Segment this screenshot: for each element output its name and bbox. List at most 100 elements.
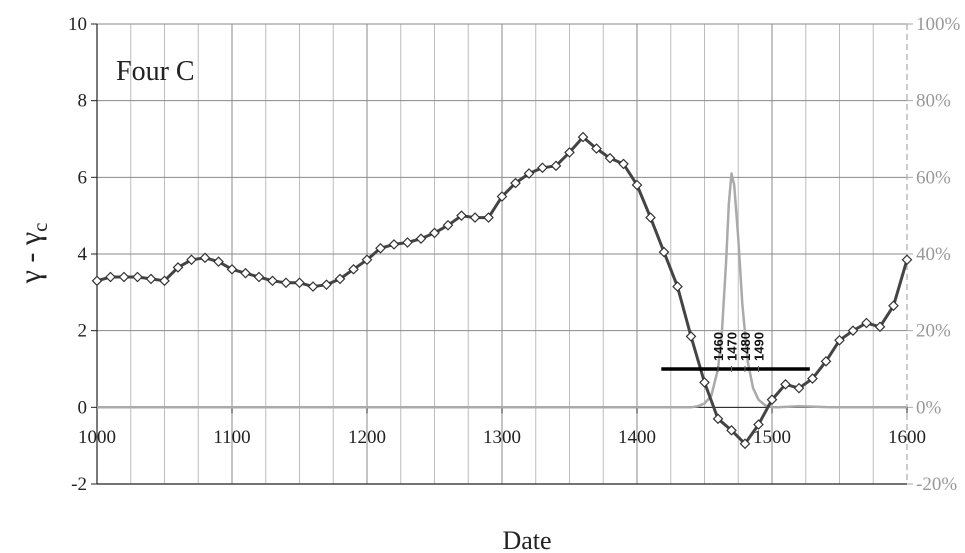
data-point — [91, 275, 103, 287]
y-tick-label: 2 — [78, 321, 88, 342]
data-point — [496, 191, 508, 202]
data-point — [604, 152, 616, 164]
data-point — [105, 271, 116, 283]
data-point — [618, 158, 629, 170]
x-axis-label: Date — [502, 526, 551, 553]
y-axis-label: γ - γc — [14, 223, 52, 285]
data-point — [213, 256, 224, 268]
x-tick-label: 1200 — [348, 427, 386, 448]
y2-tick-label: 100% — [916, 14, 961, 35]
data-point — [658, 246, 670, 258]
date-bar-label: 1480 — [738, 332, 753, 361]
data-point — [739, 438, 751, 450]
data-point — [834, 334, 845, 346]
data-point — [591, 143, 602, 154]
data-point — [672, 281, 683, 292]
y-tick-label: 4 — [78, 244, 88, 265]
data-point — [793, 382, 805, 394]
data-point — [145, 273, 157, 285]
data-point — [375, 242, 386, 254]
data-point — [766, 394, 778, 406]
data-point — [267, 275, 278, 287]
data-point — [132, 271, 143, 283]
data-point — [888, 300, 899, 312]
x-tick-label: 1100 — [213, 427, 250, 448]
data-point — [564, 147, 575, 158]
x-axis-ticks: 1000 1100 1200 1300 1400 1500 1600 — [78, 407, 926, 448]
left-axis-ticks: -2 0 2 4 6 8 10 — [68, 14, 97, 495]
data-point — [874, 321, 886, 333]
y2-tick-label: -20% — [916, 474, 957, 495]
x-tick-label: 1300 — [483, 427, 521, 448]
y-axis-label-main: γ - γ — [14, 232, 47, 285]
data-point — [253, 271, 265, 283]
y2-tick-label: 80% — [916, 91, 951, 112]
data-point — [510, 177, 521, 189]
y-axis-label-subscript: c — [28, 223, 52, 232]
data-point — [577, 131, 589, 143]
svg-text:γ - γc: γ - γc — [14, 223, 52, 285]
data-point — [712, 413, 724, 425]
data-point — [388, 239, 400, 250]
data-point — [685, 331, 697, 342]
data-point — [537, 162, 548, 174]
data-point — [820, 355, 832, 367]
data-point — [429, 227, 440, 239]
data-point — [442, 219, 454, 231]
date-bar-label: 1460 — [711, 332, 726, 361]
probability-line — [97, 172, 907, 409]
data-point — [483, 212, 494, 223]
x-tick-label: 1600 — [888, 427, 926, 448]
y2-tick-label: 20% — [916, 321, 951, 342]
data-point — [348, 263, 359, 275]
data-point — [334, 273, 346, 285]
data-point — [753, 419, 764, 430]
right-axis-ticks: -20% 0% 20% 40% 60% 80% 100% — [907, 14, 961, 495]
y-tick-label: 0 — [78, 397, 88, 418]
y-tick-label: 10 — [68, 14, 87, 35]
y-tick-label: 8 — [78, 91, 88, 112]
data-point — [456, 210, 467, 222]
data-point — [294, 277, 305, 289]
data-point — [307, 281, 319, 292]
data-point — [280, 277, 292, 289]
data-point — [240, 267, 251, 279]
y2-tick-label: 40% — [916, 244, 951, 265]
x-tick-label: 1500 — [753, 427, 791, 448]
chart-title: Four C — [116, 56, 195, 87]
data-point — [321, 279, 332, 291]
y-tick-label: -2 — [71, 474, 87, 495]
x-tick-label: 1400 — [618, 427, 656, 448]
y2-tick-label: 0% — [916, 397, 942, 418]
data-point — [699, 377, 710, 388]
data-point — [901, 254, 913, 266]
data-point — [861, 317, 872, 329]
date-bar-label: 1490 — [752, 332, 767, 361]
data-point — [361, 254, 373, 266]
date-bar-label: 1470 — [725, 332, 740, 361]
data-point — [780, 378, 791, 390]
data-point — [159, 275, 170, 287]
data-point — [118, 271, 130, 283]
series-markers — [91, 131, 913, 450]
y-tick-label: 6 — [78, 167, 88, 188]
data-point — [631, 179, 643, 191]
grid — [97, 23, 907, 484]
data-point — [847, 325, 859, 337]
data-point — [186, 254, 197, 266]
data-point — [645, 212, 656, 223]
data-point — [550, 160, 562, 172]
data-point — [523, 168, 535, 179]
data-point — [415, 233, 427, 245]
y2-tick-label: 60% — [916, 167, 951, 188]
data-point — [402, 237, 413, 248]
data-point — [807, 373, 818, 384]
data-point — [226, 263, 238, 275]
data-point — [199, 252, 211, 264]
data-point — [726, 424, 737, 436]
data-point — [469, 212, 481, 223]
x-tick-label: 1000 — [78, 427, 116, 448]
data-point — [172, 262, 184, 273]
